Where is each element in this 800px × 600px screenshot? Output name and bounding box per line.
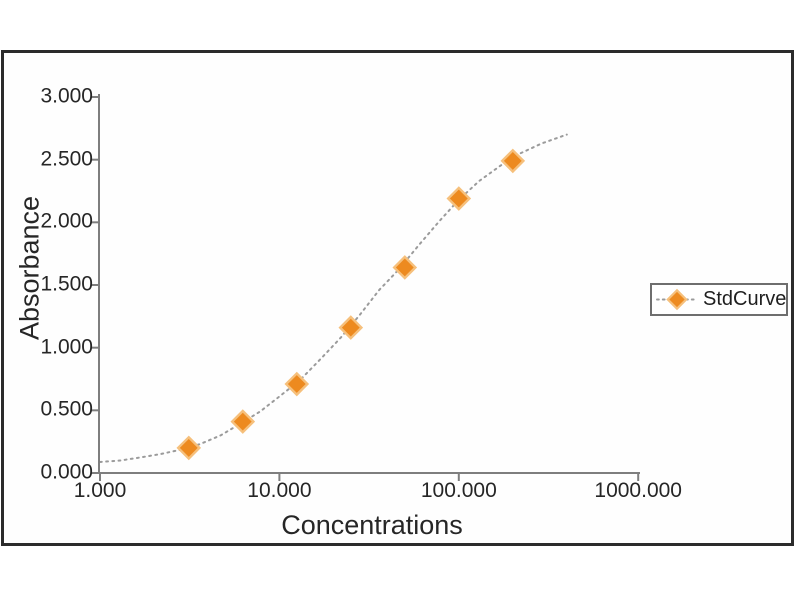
y-tick-label: 0.000 [40, 460, 93, 484]
y-tick-label: 0.500 [40, 397, 93, 421]
std-curve-point [500, 148, 526, 174]
x-tick-label: 1.000 [73, 479, 127, 502]
std-curve-point [338, 315, 364, 340]
std-curve-point [230, 409, 256, 434]
legend-label: StdCurve [703, 288, 787, 310]
x-tick-label: 1000.000 [594, 479, 682, 502]
y-tick-label: 2.500 [40, 147, 93, 171]
x-tick-label: 10.000 [247, 479, 312, 502]
std-curve-point [392, 255, 418, 280]
legend: StdCurve [650, 283, 788, 316]
std-curve-point [284, 371, 310, 397]
y-tick-label: 1.000 [40, 335, 93, 359]
y-tick-label: 2.000 [40, 209, 93, 233]
std-curve-point [176, 435, 202, 461]
fit-curve-line [99, 133, 568, 463]
x-axis-title: Concentrations [281, 510, 463, 540]
x-tick-label: 100.000 [420, 479, 497, 502]
std-curve-point [446, 186, 472, 211]
y-tick-label: 1.500 [40, 272, 93, 296]
legend-diamond-icon [656, 288, 698, 311]
y-tick-label: 3.000 [40, 84, 93, 108]
